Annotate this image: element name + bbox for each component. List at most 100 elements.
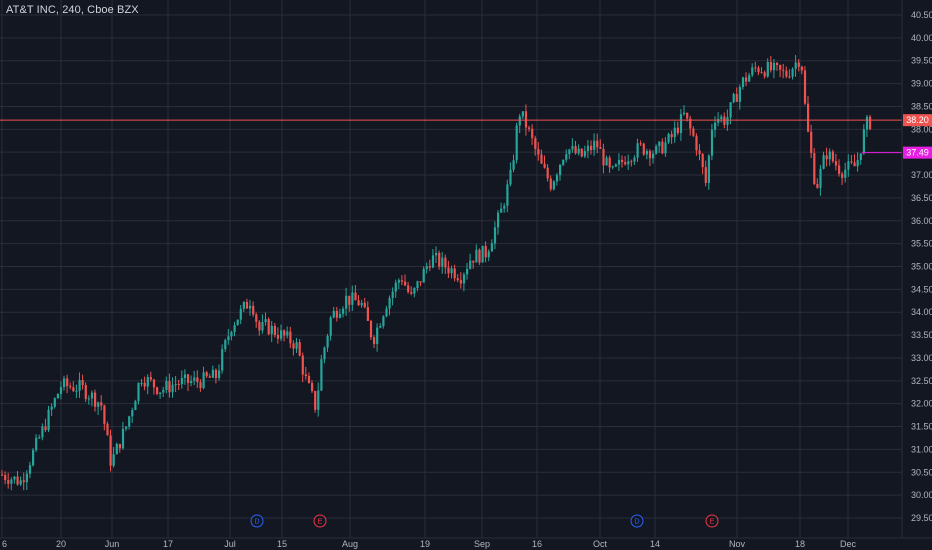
candle xyxy=(335,306,338,322)
candle xyxy=(295,337,298,354)
candle xyxy=(419,281,422,287)
candle xyxy=(546,164,549,182)
candle xyxy=(97,401,100,415)
candle xyxy=(103,404,106,431)
candle xyxy=(252,301,255,317)
candle xyxy=(593,133,596,156)
candle xyxy=(692,126,695,138)
candle xyxy=(81,374,84,390)
candle xyxy=(143,376,146,391)
candle xyxy=(4,471,7,485)
candle xyxy=(435,246,438,263)
candle xyxy=(732,92,735,104)
candle xyxy=(413,287,416,298)
y-tick-label: 30.50 xyxy=(911,467,932,477)
candle xyxy=(844,162,847,183)
candle xyxy=(484,241,487,263)
candle xyxy=(822,151,825,170)
price-tag-label: 37.49 xyxy=(906,148,929,158)
y-tick-label: 34.50 xyxy=(911,284,932,294)
candle xyxy=(84,382,87,402)
y-tick-label: 38.50 xyxy=(911,101,932,111)
candle xyxy=(261,314,264,334)
x-tick-label: Nov xyxy=(729,539,746,549)
candle xyxy=(106,421,109,436)
time-axis-background[interactable] xyxy=(0,538,932,550)
candle xyxy=(289,326,292,349)
candle xyxy=(56,393,59,399)
candle xyxy=(676,121,679,136)
candle xyxy=(44,418,47,433)
candle xyxy=(407,281,410,294)
candle xyxy=(320,354,323,392)
candle xyxy=(190,375,193,387)
candle xyxy=(518,113,521,134)
candle xyxy=(156,386,159,396)
y-tick-label: 30.00 xyxy=(911,490,932,500)
candle xyxy=(528,125,531,132)
candle xyxy=(487,249,490,262)
earnings-marker[interactable]: E xyxy=(313,514,327,528)
dividend-marker[interactable]: D xyxy=(630,514,644,528)
x-tick-label: Oct xyxy=(593,539,608,549)
candle xyxy=(785,66,788,79)
candle xyxy=(776,61,779,71)
candle xyxy=(357,295,360,306)
time-axis: 6 20 Jun 17 Jul 15 Aug 19 Sep 16 Oct 14 Nov 18 Dec xyxy=(2,539,856,549)
candle xyxy=(28,461,32,479)
candle xyxy=(735,87,738,103)
candle xyxy=(431,248,435,269)
candle xyxy=(608,155,611,173)
candle xyxy=(379,323,382,329)
candle xyxy=(311,380,314,394)
candle xyxy=(258,319,261,336)
candle xyxy=(72,381,75,393)
candle xyxy=(800,65,803,75)
candle xyxy=(202,366,205,390)
dividend-marker[interactable]: D xyxy=(250,514,264,528)
candle xyxy=(292,340,295,356)
candle xyxy=(187,373,190,391)
candle xyxy=(342,306,345,318)
candle xyxy=(590,140,593,155)
earnings-marker[interactable]: E xyxy=(705,514,719,528)
candle xyxy=(531,124,534,145)
candle xyxy=(540,149,543,165)
candle xyxy=(205,370,208,378)
candle xyxy=(118,443,121,453)
candle xyxy=(714,116,717,138)
y-tick-label: 32.00 xyxy=(911,399,932,409)
candle xyxy=(698,144,701,161)
candle xyxy=(611,165,614,170)
candle xyxy=(78,372,81,398)
candle xyxy=(642,142,645,156)
event-marker-label: E xyxy=(710,519,715,526)
candle xyxy=(710,123,714,161)
candle xyxy=(140,378,143,387)
candle xyxy=(509,162,512,187)
candle xyxy=(515,122,518,164)
candle xyxy=(165,376,168,394)
candle xyxy=(766,58,769,78)
candle xyxy=(38,434,41,440)
candle xyxy=(1,469,4,477)
candle xyxy=(807,95,810,133)
candle xyxy=(351,285,354,311)
candle xyxy=(177,379,180,390)
candle xyxy=(221,344,224,374)
candle xyxy=(670,130,673,144)
candle xyxy=(41,423,44,441)
price-tags: 38.20 37.49 xyxy=(903,114,932,159)
candle xyxy=(208,373,211,378)
candle xyxy=(683,105,686,116)
candle xyxy=(537,142,540,161)
candle xyxy=(729,102,732,125)
candle xyxy=(720,114,723,123)
candle xyxy=(323,346,326,364)
price-axis-background[interactable] xyxy=(902,0,932,538)
candle xyxy=(19,476,22,486)
candle xyxy=(481,245,484,263)
candle xyxy=(301,352,304,383)
y-tick-label: 32.50 xyxy=(911,376,932,386)
